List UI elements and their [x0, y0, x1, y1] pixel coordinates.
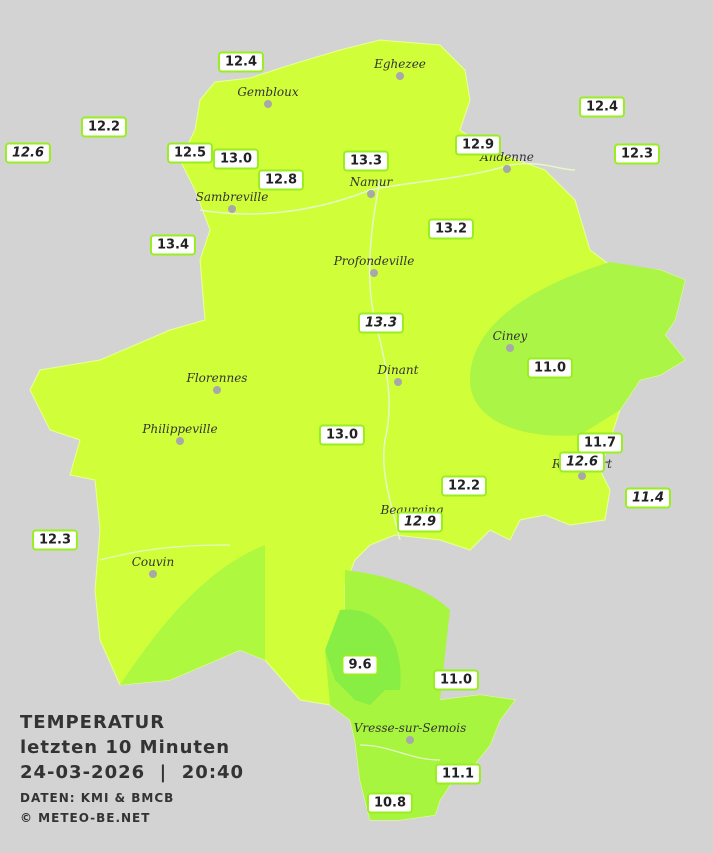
timestamp: 24-03-2026 | 20:40 [20, 762, 245, 783]
place-label: Couvin [132, 555, 174, 569]
station-temperature: 12.9 [454, 134, 502, 156]
station-temperature: 12.8 [257, 169, 305, 191]
source: DATEN: KMI & BMCB [20, 791, 175, 805]
place-label: Eghezee [373, 57, 426, 71]
place-dot [370, 269, 378, 277]
station-temperature: 13.0 [318, 424, 366, 446]
cooler-zone [470, 262, 685, 436]
place-dot [578, 472, 586, 480]
place-dot [406, 736, 414, 744]
station-temperature: 9.6 [341, 654, 379, 676]
place-label: Ciney [493, 329, 528, 343]
station-temperature: 12.6 [558, 451, 606, 473]
copyright: © METEO-BE.NET [20, 811, 151, 825]
place-label: Namur [349, 175, 394, 189]
station-temperature: 13.0 [212, 148, 260, 170]
place-dot [506, 344, 514, 352]
station-temperature: 12.2 [440, 475, 488, 497]
place-label: Florennes [186, 371, 248, 385]
station-temperature: 13.3 [357, 312, 405, 334]
place-dot [394, 378, 402, 386]
place-dot [228, 205, 236, 213]
place-label: Profondeville [333, 254, 415, 268]
place-label: Gembloux [237, 85, 299, 99]
station-temperature: 13.4 [149, 234, 197, 256]
river [99, 544, 231, 561]
place-dot [367, 190, 375, 198]
place-label: Vresse-sur-Semois [354, 721, 467, 735]
station-temperature: 12.4 [217, 51, 265, 73]
station-temperature: 11.4 [624, 487, 672, 509]
map-subtitle: letzten 10 Minuten [20, 737, 231, 758]
place-dot [176, 437, 184, 445]
station-temperature: 11.0 [432, 669, 480, 691]
station-temperature: 12.9 [396, 511, 444, 533]
place-label: Sambreville [196, 190, 269, 204]
station-temperature: 12.3 [613, 143, 661, 165]
station-temperature: 13.2 [427, 218, 475, 240]
river [359, 744, 441, 761]
river [199, 162, 576, 215]
station-temperature: 10.8 [366, 792, 414, 814]
station-temperature: 12.5 [166, 142, 214, 164]
place-dot [264, 100, 272, 108]
station-temperature: 12.2 [80, 116, 128, 138]
station-temperature: 11.7 [576, 432, 624, 454]
station-temperature: 13.3 [342, 150, 390, 172]
cooler-zone [120, 545, 265, 685]
place-dot [503, 165, 511, 173]
station-temperature: 12.4 [578, 96, 626, 118]
map-title: TEMPERATUR [20, 712, 166, 733]
station-temperature: 11.1 [434, 763, 482, 785]
place-dot [396, 72, 404, 80]
station-temperature: 12.6 [4, 142, 52, 164]
station-temperature: 12.3 [31, 529, 79, 551]
place-dot [213, 386, 221, 394]
place-dot [149, 570, 157, 578]
place-label: Philippeville [141, 422, 217, 436]
place-label: Dinant [377, 363, 419, 377]
station-temperature: 11.0 [526, 357, 574, 379]
river [368, 179, 401, 541]
